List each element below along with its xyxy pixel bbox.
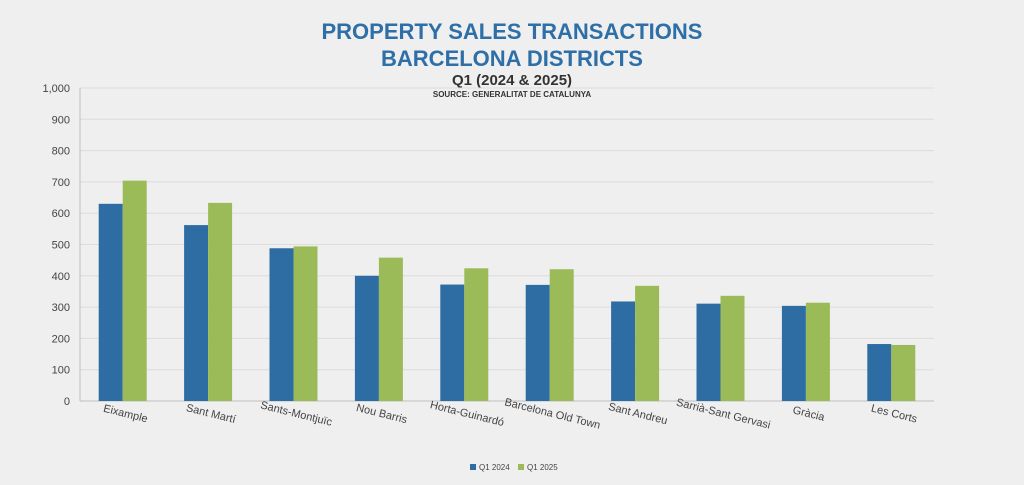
chart-title-line-2: BARCELONA DISTRICTS — [381, 46, 643, 71]
legend-swatch — [518, 464, 524, 470]
bar-q1-2025 — [720, 295, 745, 401]
y-tick-label: 200 — [52, 333, 70, 345]
bar-q1-2024 — [696, 303, 721, 401]
legend-swatch — [470, 464, 476, 470]
x-tick-label: Nou Barris — [355, 402, 409, 426]
x-tick-label: Sarrià-Sant Gervasi — [675, 397, 772, 432]
x-tick-label: Horta-Guinardó — [429, 399, 505, 429]
y-tick-label: 400 — [52, 271, 70, 283]
y-tick-label: 500 — [52, 240, 70, 252]
y-tick-label: 800 — [52, 146, 70, 158]
y-tick-label: 100 — [52, 365, 70, 377]
bar-q1-2024 — [440, 284, 465, 401]
legend-label: Q1 2025 — [527, 463, 558, 472]
chart-source: SOURCE: GENERALITAT DE CATALUNYA — [433, 90, 591, 99]
x-tick-label: Sant Martí — [185, 402, 237, 426]
bar-q1-2024 — [867, 344, 892, 401]
x-tick-label: Sants-Montjuïc — [259, 399, 334, 429]
bar-q1-2025 — [891, 344, 916, 401]
bar-q1-2024 — [611, 301, 636, 401]
x-tick-label: Eixample — [102, 403, 149, 426]
y-tick-label: 0 — [64, 396, 70, 408]
bar-q1-2025 — [208, 202, 233, 401]
bar-q1-2024 — [98, 203, 123, 401]
bar-q1-2025 — [635, 285, 660, 401]
bar-q1-2025 — [122, 180, 147, 401]
bar-q1-2024 — [781, 305, 806, 401]
chart-title-line-1: PROPERTY SALES TRANSACTIONS — [322, 19, 703, 44]
bar-q1-2025 — [378, 257, 403, 401]
x-tick-label: Barcelona Old Town — [503, 396, 601, 431]
y-tick-label: 900 — [52, 114, 70, 126]
y-tick-label: 600 — [52, 208, 70, 220]
y-tick-label: 300 — [52, 302, 70, 314]
bar-q1-2024 — [525, 284, 550, 401]
bar-q1-2024 — [184, 225, 209, 401]
bar-q1-2025 — [464, 268, 489, 401]
bar-q1-2024 — [269, 248, 294, 401]
bar-q1-2025 — [805, 302, 830, 401]
y-tick-label: 700 — [52, 177, 70, 189]
x-tick-label: Sant Andreu — [607, 401, 669, 427]
x-tick-label: Les Corts — [870, 403, 919, 426]
y-tick-label: 1,000 — [42, 83, 70, 95]
bar-q1-2024 — [354, 275, 379, 401]
bar-q1-2025 — [293, 246, 318, 401]
x-tick-label: Gràcia — [791, 404, 826, 424]
chart-subtitle: Q1 (2024 & 2025) — [452, 72, 572, 89]
bars — [98, 180, 916, 401]
bar-q1-2025 — [549, 269, 574, 401]
legend-label: Q1 2024 — [479, 463, 510, 472]
legend: Q1 2024 Q1 2025 — [470, 463, 558, 472]
